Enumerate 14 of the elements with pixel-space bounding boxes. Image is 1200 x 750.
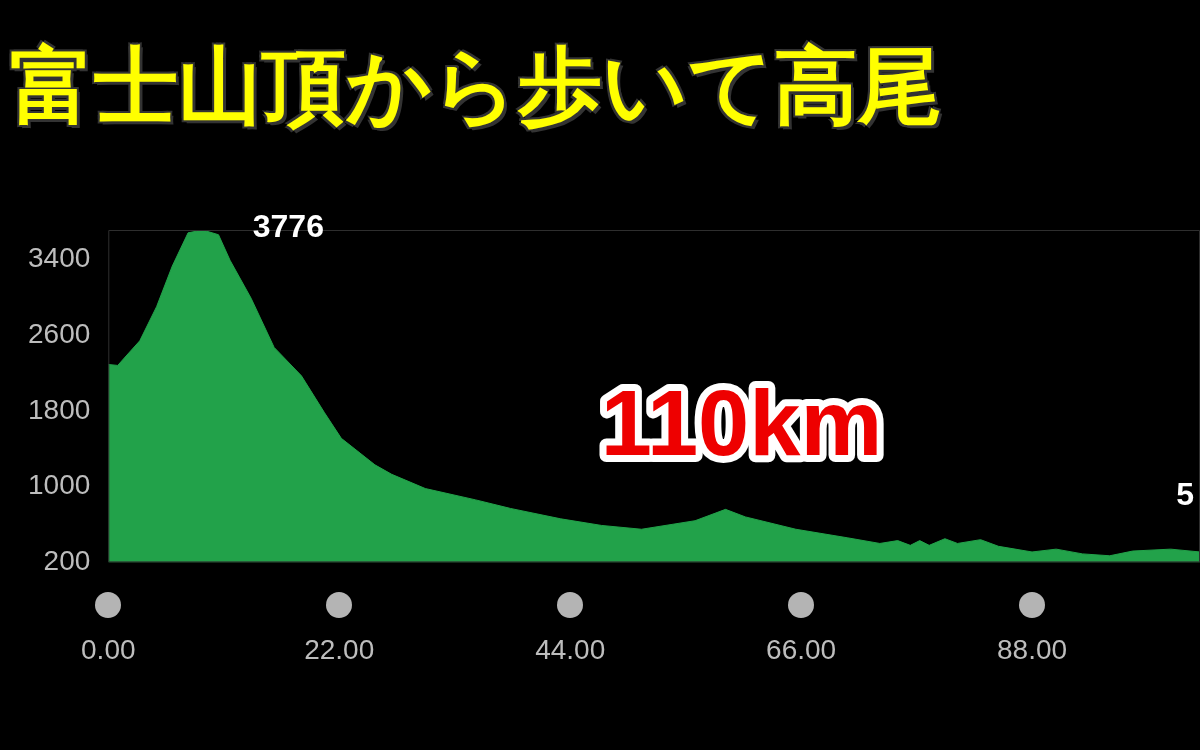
x-tick-label: 88.00 — [997, 633, 1068, 665]
chart-title: 富士山頂から歩いて高尾 — [10, 37, 943, 135]
y-tick-label: 1800 — [27, 393, 91, 425]
annotation: 5 — [1176, 475, 1194, 512]
x-tick-label: 66.00 — [766, 633, 837, 665]
y-tick-label: 1000 — [27, 469, 91, 501]
annotation: 110km — [600, 371, 883, 474]
x-tick-label: 44.00 — [535, 633, 606, 665]
x-tick-label: 22.00 — [304, 633, 375, 665]
annotation: 3776 — [252, 207, 324, 244]
y-tick-label: 3400 — [27, 242, 91, 274]
y-tick-label: 2600 — [27, 317, 91, 349]
y-tick-label: 200 — [43, 545, 91, 577]
x-tick-label: 0.00 — [81, 633, 136, 665]
